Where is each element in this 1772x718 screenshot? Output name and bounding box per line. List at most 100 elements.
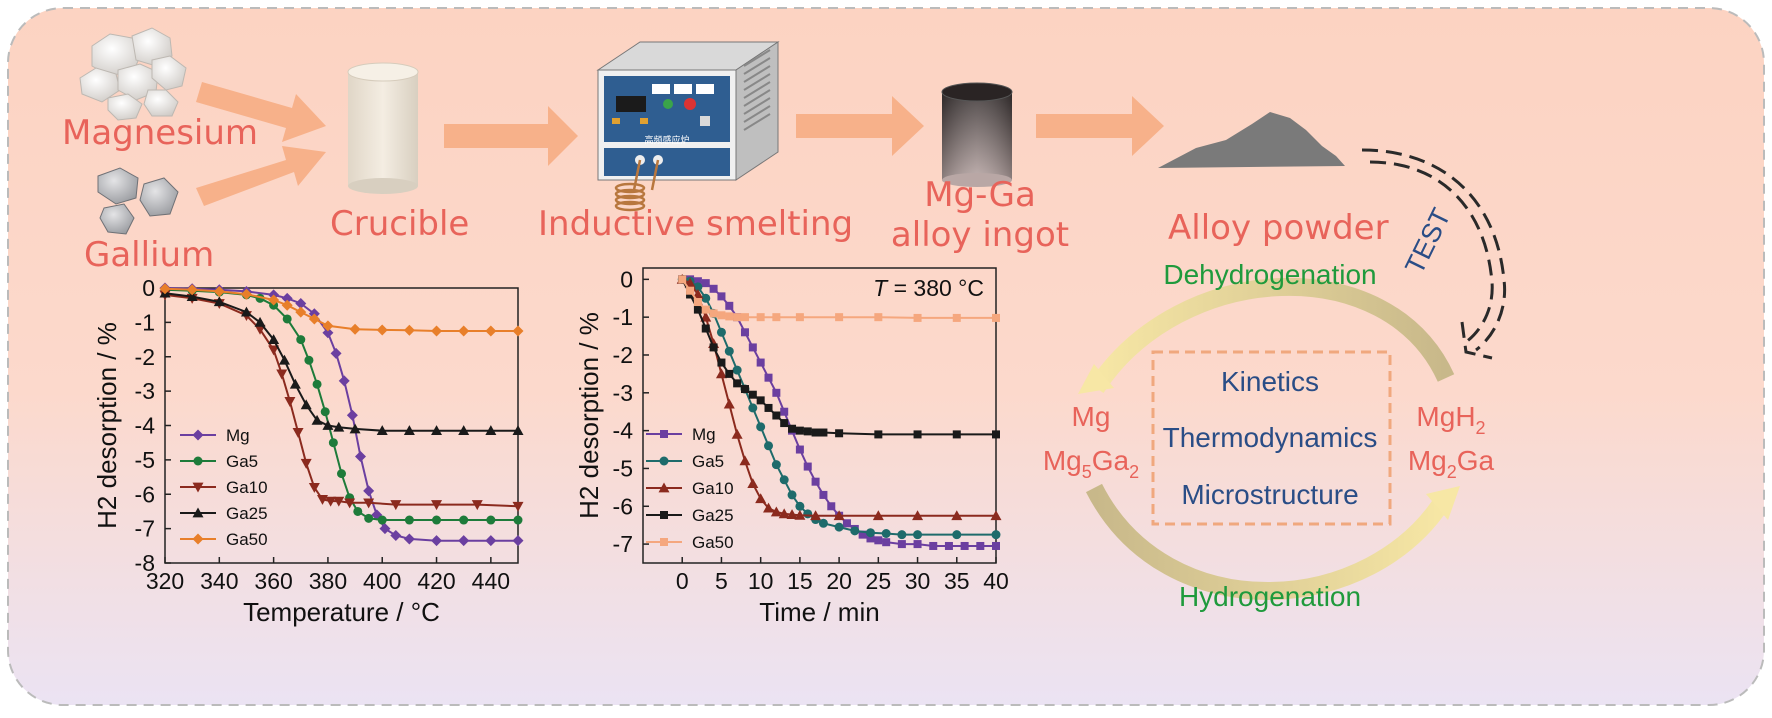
legend-marker — [659, 456, 669, 466]
data-point — [881, 529, 891, 538]
data-point — [740, 313, 749, 322]
series-ga25 — [159, 287, 524, 436]
x-tick-label: 5 — [715, 568, 728, 594]
data-point — [733, 313, 742, 322]
ingot-icon — [941, 82, 1013, 187]
data-point — [159, 283, 171, 295]
data-point — [724, 346, 734, 356]
data-point — [929, 541, 938, 550]
y-axis-label: H2 desorption / % — [574, 312, 604, 519]
y-tick-label: -7 — [613, 531, 633, 557]
data-point — [431, 425, 443, 436]
data-point — [717, 292, 726, 301]
data-point — [322, 327, 334, 339]
data-point — [780, 419, 789, 428]
x-tick-label: 25 — [866, 568, 892, 594]
data-point — [432, 515, 442, 525]
legend-marker — [660, 430, 668, 438]
y-tick-label: -4 — [135, 413, 156, 439]
x-tick-label: 15 — [787, 568, 813, 594]
data-point — [866, 534, 875, 543]
data-point — [772, 313, 781, 322]
y-tick-label: -1 — [613, 304, 633, 330]
thermodynamics-label: Thermodynamics — [1163, 422, 1378, 453]
powder-label: Alloy powder — [1168, 208, 1389, 248]
data-point — [709, 343, 718, 352]
data-point — [834, 522, 844, 532]
data-point — [763, 502, 775, 513]
data-point — [786, 509, 798, 519]
y-tick-label: -1 — [135, 309, 155, 335]
y-tick-label: -6 — [613, 493, 633, 519]
data-point — [281, 292, 293, 304]
data-point — [471, 500, 483, 511]
legend-label: Ga50 — [226, 530, 268, 549]
data-point — [991, 530, 1001, 540]
data-point — [865, 528, 875, 538]
data-point — [952, 313, 961, 322]
data-point — [827, 502, 836, 511]
data-point — [349, 423, 361, 434]
data-point — [513, 515, 523, 525]
arrow-to-powder — [1036, 96, 1164, 156]
data-point — [772, 388, 781, 397]
data-point — [952, 430, 961, 439]
data-point — [282, 314, 292, 324]
data-point — [960, 541, 969, 550]
data-point — [897, 530, 907, 540]
x-axis-label: Time / min — [759, 597, 879, 627]
data-point — [795, 501, 805, 511]
data-point — [794, 509, 806, 520]
data-point — [316, 495, 328, 505]
data-point — [485, 425, 497, 436]
y-tick-label: -3 — [613, 380, 633, 406]
series-line-ga10 — [164, 293, 519, 508]
data-point — [739, 455, 751, 466]
data-point — [717, 311, 726, 320]
data-point — [992, 541, 1000, 550]
legend-label: Mg — [692, 425, 716, 444]
data-point — [268, 334, 280, 344]
data-point — [431, 325, 443, 337]
arrow-magnesium — [196, 82, 326, 142]
legend-marker — [658, 482, 670, 493]
x-tick-label: 30 — [905, 568, 931, 594]
legend-marker — [660, 538, 668, 546]
data-point — [304, 355, 314, 365]
data-point — [833, 510, 845, 521]
annotation-symbol: T — [873, 275, 889, 301]
legend-marker — [192, 507, 204, 518]
data-point — [431, 535, 443, 547]
background-panel — [7, 7, 1765, 706]
hydrogenation-label: Hydrogenation — [1179, 581, 1361, 612]
data-point — [850, 526, 860, 536]
data-point — [186, 284, 198, 296]
data-point — [404, 515, 414, 525]
annotation-value: = 380 °C — [887, 275, 984, 301]
data-point — [725, 301, 734, 310]
data-point — [723, 398, 735, 409]
chart-time: 0 5 10 15 20 25 30 35 400-1-2-3-4-5-6-7MgGa5Ga10… — [574, 266, 1009, 627]
data-point — [376, 324, 388, 336]
mgh2-label: MgH2 — [1416, 401, 1485, 438]
data-point — [281, 299, 293, 311]
hydrogenation-arc — [1085, 483, 1454, 600]
legend: Mg Ga5 Ga10 Ga25 Ga50 — [180, 426, 268, 549]
data-point — [788, 424, 797, 433]
data-point — [268, 345, 280, 356]
y-tick-label: -8 — [135, 550, 155, 576]
mg2ga-label: Mg2Ga — [1408, 445, 1495, 482]
kinetics-label: Kinetics — [1221, 366, 1319, 397]
y-tick-label: -5 — [613, 455, 633, 481]
data-point — [458, 425, 470, 436]
data-point — [858, 530, 867, 539]
data-point — [778, 508, 790, 519]
data-point — [803, 509, 813, 519]
data-point — [990, 510, 1002, 521]
y-tick-label: -7 — [135, 516, 155, 542]
data-point — [292, 427, 304, 438]
y-tick-label: -3 — [135, 378, 155, 404]
dehydrogenation-arc — [1088, 277, 1455, 393]
legend-marker — [192, 482, 204, 493]
data-point — [842, 519, 851, 528]
